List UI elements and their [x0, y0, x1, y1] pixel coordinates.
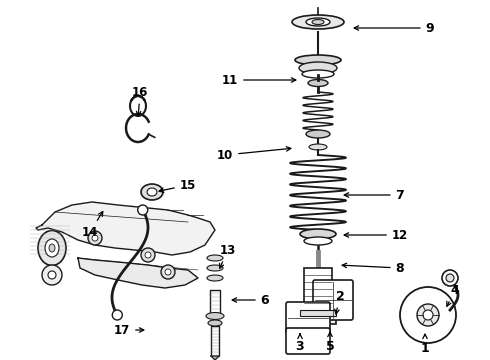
Ellipse shape: [45, 239, 59, 257]
FancyBboxPatch shape: [286, 302, 330, 334]
Text: 5: 5: [326, 332, 334, 352]
Ellipse shape: [446, 274, 454, 282]
Ellipse shape: [299, 62, 337, 74]
Text: 1: 1: [420, 334, 429, 355]
Ellipse shape: [206, 312, 224, 320]
Ellipse shape: [302, 70, 334, 78]
Ellipse shape: [147, 188, 157, 196]
Text: 4: 4: [447, 284, 459, 306]
Ellipse shape: [92, 235, 98, 241]
Ellipse shape: [309, 144, 327, 150]
Ellipse shape: [42, 265, 62, 285]
Ellipse shape: [308, 80, 328, 86]
Text: 17: 17: [114, 324, 144, 337]
Ellipse shape: [207, 275, 223, 281]
Ellipse shape: [312, 19, 324, 24]
Ellipse shape: [207, 255, 223, 261]
FancyBboxPatch shape: [313, 280, 353, 320]
Bar: [210, 290, 220, 315]
Ellipse shape: [161, 265, 175, 279]
Text: 13: 13: [220, 243, 236, 268]
Ellipse shape: [306, 18, 330, 26]
Ellipse shape: [208, 320, 222, 326]
Ellipse shape: [423, 310, 433, 320]
Bar: [300, 310, 336, 324]
Text: 15: 15: [159, 179, 196, 192]
Text: 12: 12: [344, 229, 408, 242]
Text: 7: 7: [344, 189, 404, 202]
Ellipse shape: [112, 310, 122, 320]
Polygon shape: [36, 202, 215, 255]
Ellipse shape: [417, 304, 439, 326]
Ellipse shape: [38, 230, 66, 266]
Ellipse shape: [295, 55, 341, 65]
Ellipse shape: [165, 269, 171, 275]
Ellipse shape: [141, 248, 155, 262]
Text: 9: 9: [354, 22, 434, 35]
Ellipse shape: [88, 231, 102, 245]
Text: 8: 8: [342, 261, 404, 274]
Text: 11: 11: [222, 73, 296, 86]
Polygon shape: [78, 258, 198, 288]
Bar: [304, 268, 332, 310]
Ellipse shape: [141, 184, 163, 200]
Text: 14: 14: [82, 212, 103, 239]
FancyBboxPatch shape: [286, 328, 330, 354]
Text: 16: 16: [132, 86, 148, 116]
Ellipse shape: [49, 244, 55, 252]
Polygon shape: [211, 356, 219, 360]
Text: 6: 6: [232, 293, 270, 306]
Ellipse shape: [138, 205, 147, 215]
Ellipse shape: [442, 270, 458, 286]
Text: 3: 3: [295, 334, 304, 352]
Ellipse shape: [48, 271, 56, 279]
Ellipse shape: [145, 252, 151, 258]
Ellipse shape: [306, 130, 330, 138]
Ellipse shape: [300, 229, 336, 239]
Ellipse shape: [304, 237, 332, 245]
Ellipse shape: [400, 287, 456, 343]
Text: 2: 2: [335, 289, 344, 314]
Bar: [211, 326, 219, 356]
Ellipse shape: [292, 15, 344, 29]
Text: 10: 10: [217, 147, 291, 162]
Bar: [300, 310, 336, 316]
Ellipse shape: [207, 265, 223, 271]
